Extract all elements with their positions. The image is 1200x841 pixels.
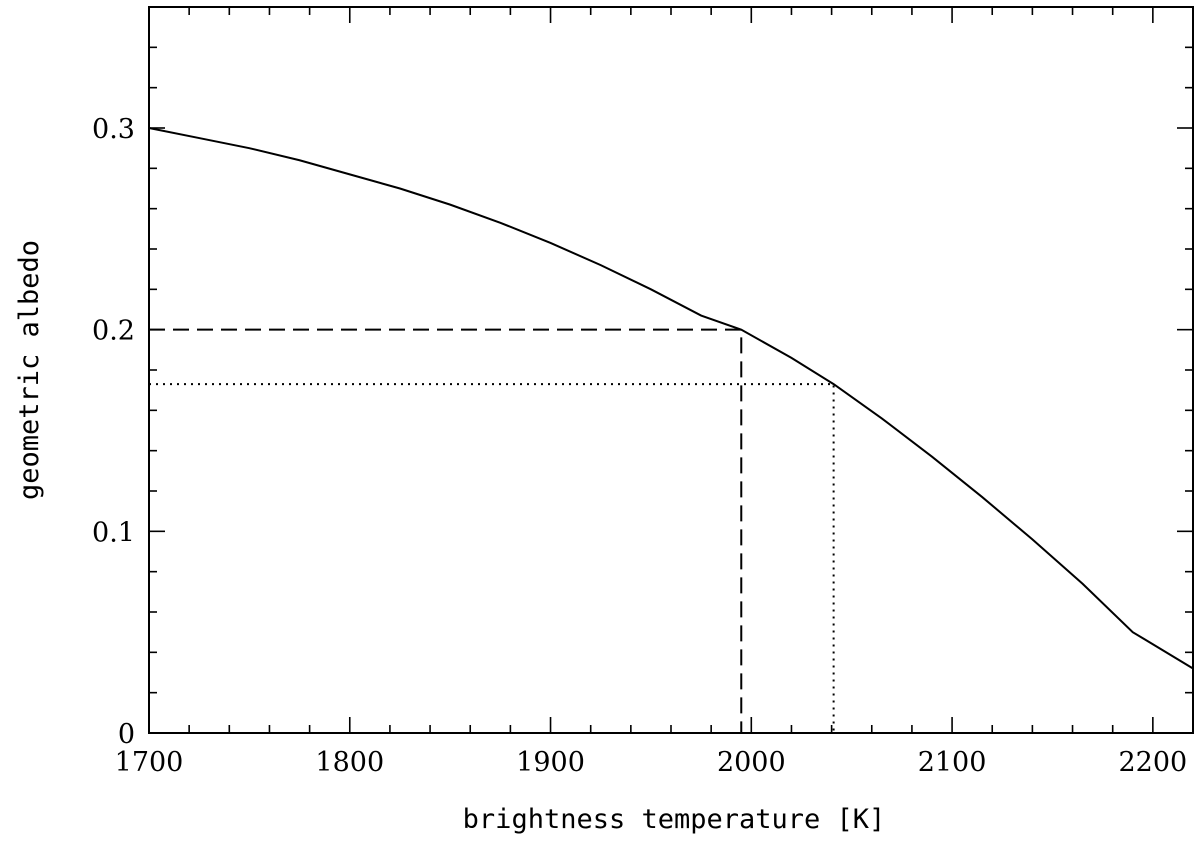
y-axis-title: geometric albedo	[14, 240, 45, 500]
x-tick-label: 2100	[918, 747, 987, 778]
y-tick-label: 0.1	[92, 517, 135, 548]
x-tick-label: 1800	[315, 747, 384, 778]
y-tick-label: 0.3	[92, 114, 135, 145]
dotted-reference-line	[149, 383, 835, 733]
x-tick-label: 2000	[717, 747, 786, 778]
y-tick-label: 0.2	[92, 316, 135, 347]
y-tick-label: 0	[118, 719, 135, 750]
tick-labels: 1700 1800 1900 2000 2100 2200 0 0.1 0.2 0.3	[92, 114, 1187, 778]
albedo-curve	[148, 127, 1194, 670]
dashed-reference-line	[149, 328, 743, 733]
x-axis-title: brightness temperature [K]	[463, 804, 886, 835]
axis-ticks	[148, 6, 1194, 734]
plot-frame	[148, 6, 1194, 734]
x-tick-label: 1900	[516, 747, 585, 778]
x-tick-label: 2200	[1118, 747, 1187, 778]
x-tick-label: 1700	[115, 747, 184, 778]
plot-area	[148, 6, 1194, 734]
